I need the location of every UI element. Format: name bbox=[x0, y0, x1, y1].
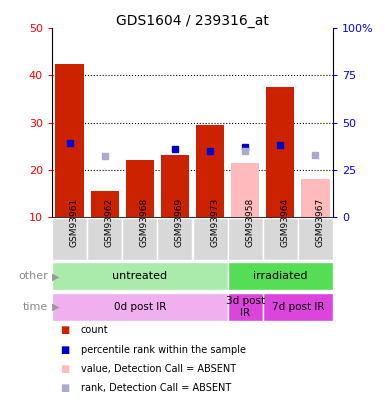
Bar bbox=[228, 262, 333, 290]
Text: GSM93962: GSM93962 bbox=[105, 198, 114, 247]
Bar bbox=[161, 156, 189, 217]
Text: 0d post IR: 0d post IR bbox=[114, 302, 166, 312]
Bar bbox=[263, 293, 333, 321]
Text: untreated: untreated bbox=[112, 271, 167, 281]
Bar bbox=[231, 162, 259, 217]
Text: ■: ■ bbox=[60, 345, 69, 354]
Text: irradiated: irradiated bbox=[253, 271, 308, 281]
Text: GSM93964: GSM93964 bbox=[280, 198, 290, 247]
Text: percentile rank within the sample: percentile rank within the sample bbox=[81, 345, 246, 354]
Bar bbox=[192, 217, 228, 260]
Text: ▶: ▶ bbox=[52, 302, 59, 312]
Text: count: count bbox=[81, 325, 109, 335]
Bar bbox=[87, 217, 122, 260]
Text: GSM93967: GSM93967 bbox=[315, 197, 325, 247]
Text: time: time bbox=[23, 302, 48, 312]
Bar bbox=[266, 87, 295, 217]
Text: GSM93961: GSM93961 bbox=[70, 197, 79, 247]
Bar bbox=[228, 217, 263, 260]
Bar bbox=[52, 262, 228, 290]
Bar bbox=[122, 217, 157, 260]
Text: GSM93969: GSM93969 bbox=[175, 197, 184, 247]
Text: other: other bbox=[18, 271, 48, 281]
Bar bbox=[228, 293, 263, 321]
Bar bbox=[55, 64, 84, 217]
Bar bbox=[90, 191, 119, 217]
Text: ▶: ▶ bbox=[52, 271, 59, 281]
Bar bbox=[157, 217, 192, 260]
Bar bbox=[52, 293, 228, 321]
Bar bbox=[126, 160, 154, 217]
Bar bbox=[301, 179, 330, 217]
Text: 7d post IR: 7d post IR bbox=[272, 302, 324, 312]
Text: GSM93973: GSM93973 bbox=[210, 197, 219, 247]
Text: ■: ■ bbox=[60, 364, 69, 374]
Text: rank, Detection Call = ABSENT: rank, Detection Call = ABSENT bbox=[81, 384, 231, 393]
Text: GDS1604 / 239316_at: GDS1604 / 239316_at bbox=[116, 14, 269, 28]
Bar bbox=[196, 125, 224, 217]
Text: 3d post
IR: 3d post IR bbox=[226, 296, 265, 318]
Text: ■: ■ bbox=[60, 384, 69, 393]
Bar bbox=[52, 217, 87, 260]
Text: GSM93968: GSM93968 bbox=[140, 197, 149, 247]
Text: GSM93958: GSM93958 bbox=[245, 197, 254, 247]
Bar bbox=[298, 217, 333, 260]
Text: ■: ■ bbox=[60, 325, 69, 335]
Bar bbox=[263, 217, 298, 260]
Text: value, Detection Call = ABSENT: value, Detection Call = ABSENT bbox=[81, 364, 236, 374]
